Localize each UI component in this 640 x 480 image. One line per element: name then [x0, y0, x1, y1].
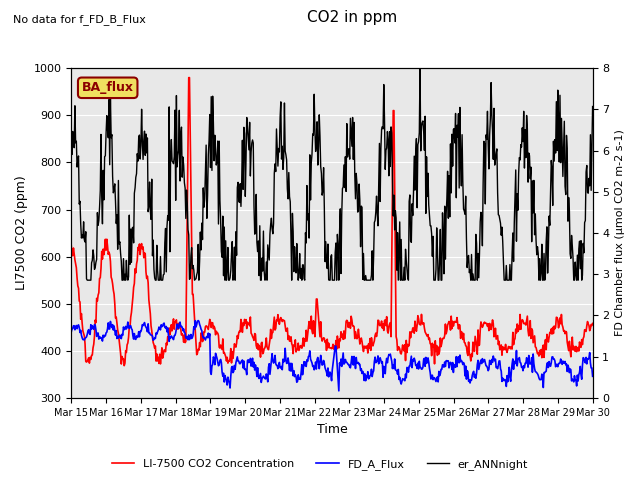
- Y-axis label: FD Chamber flux (µmol CO2 m-2 s-1): FD Chamber flux (µmol CO2 m-2 s-1): [615, 130, 625, 336]
- FD_A_Flux: [589, 373, 596, 379]
- er_ANNnight: [212, 149, 220, 155]
- er_ANNnight: [83, 277, 91, 283]
- FD_A_Flux: [131, 331, 138, 336]
- er_ANNnight: [184, 227, 192, 233]
- LI-7500 CO2 Concentration: [185, 75, 193, 81]
- Text: BA_flux: BA_flux: [82, 81, 134, 94]
- er_ANNnight: [131, 185, 139, 191]
- FD_A_Flux: [397, 379, 404, 384]
- LI-7500 CO2 Concentration: [589, 321, 596, 326]
- Text: No data for f_FD_B_Flux: No data for f_FD_B_Flux: [13, 14, 146, 25]
- Text: CO2 in ppm: CO2 in ppm: [307, 10, 397, 24]
- Line: LI-7500 CO2 Concentration: LI-7500 CO2 Concentration: [71, 78, 593, 366]
- FD_A_Flux: [77, 327, 84, 333]
- LI-7500 CO2 Concentration: [67, 243, 75, 249]
- LI-7500 CO2 Concentration: [77, 316, 84, 322]
- Line: FD_A_Flux: FD_A_Flux: [71, 321, 593, 391]
- er_ANNnight: [77, 221, 84, 227]
- LI-7500 CO2 Concentration: [184, 141, 192, 146]
- Legend: LI-7500 CO2 Concentration, FD_A_Flux, er_ANNnight: LI-7500 CO2 Concentration, FD_A_Flux, er…: [108, 455, 532, 474]
- Y-axis label: LI7500 CO2 (ppm): LI7500 CO2 (ppm): [15, 176, 28, 290]
- FD_A_Flux: [195, 318, 202, 324]
- er_ANNnight: [67, 139, 75, 145]
- LI-7500 CO2 Concentration: [212, 328, 220, 334]
- X-axis label: Time: Time: [317, 423, 348, 436]
- er_ANNnight: [416, 65, 424, 71]
- Line: er_ANNnight: er_ANNnight: [71, 68, 593, 280]
- er_ANNnight: [589, 104, 596, 109]
- FD_A_Flux: [335, 388, 342, 394]
- LI-7500 CO2 Concentration: [397, 350, 404, 356]
- LI-7500 CO2 Concentration: [131, 266, 139, 272]
- FD_A_Flux: [184, 334, 191, 339]
- LI-7500 CO2 Concentration: [120, 363, 128, 369]
- FD_A_Flux: [212, 350, 220, 356]
- er_ANNnight: [396, 219, 404, 225]
- er_ANNnight: [411, 187, 419, 193]
- FD_A_Flux: [67, 329, 75, 335]
- LI-7500 CO2 Concentration: [412, 324, 420, 330]
- FD_A_Flux: [412, 362, 420, 368]
